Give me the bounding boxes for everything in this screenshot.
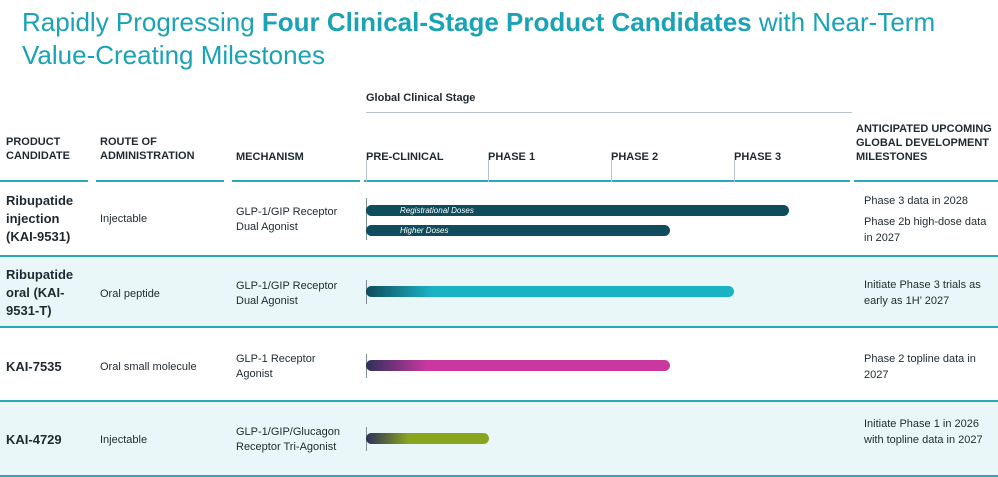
route-text: Injectable [100,213,148,225]
header-route: ROUTE OF ADMINISTRATION [100,136,195,162]
candidate-name: Ribupatide oral (KAI-9531-T) [6,267,74,318]
row-divider [0,400,998,402]
phase-tick [488,160,489,182]
header-preclinical: PRE-CLINICAL [366,151,444,163]
route-text: Injectable [100,434,148,446]
phase-tick [366,160,367,182]
row-divider [0,475,998,477]
milestone-text: Initiate Phase 1 in 2026 with topline da… [864,418,983,446]
route-text: Oral peptide [100,288,160,300]
candidate-name: KAI-4729 [6,432,62,447]
header-rule [96,180,224,182]
row-divider [0,255,998,257]
header-phase3: PHASE 3 [734,151,782,163]
progress-bar-registrational [366,205,789,216]
candidate-name: Ribupatide injection (KAI-9531) [6,193,74,244]
milestone-text: Initiate Phase 3 trials as early as 1H’ … [864,279,981,307]
header-rule [364,180,850,182]
stage-divider [366,112,852,113]
milestone-text: Phase 2b high-dose data in 2027 [864,216,987,244]
header-rule [0,180,88,182]
route-text: Oral small molecule [100,361,197,373]
progress-bar-kai-9531-t [366,286,734,297]
mechanism-text: GLP-1/GIP/Glucagon Receptor Tri-Agonist [236,426,340,453]
progress-bar-kai-4729 [366,433,489,444]
header-phase2: PHASE 2 [611,151,659,163]
mechanism-text: GLP-1 Receptor Agonist [236,353,316,380]
mechanism-text: GLP-1/GIP Receptor Dual Agonist [236,206,338,233]
row-divider [0,326,998,328]
phase-tick [611,160,612,182]
header-milestones: ANTICIPATED UPCOMING GLOBAL DEVELOPMENT … [856,123,992,163]
phase-tick [734,160,735,182]
header-mechanism: MECHANISM [236,151,304,163]
milestone-text: Phase 2 topline data in 2027 [864,353,976,381]
header-product-candidate: PRODUCT CANDIDATE [6,136,70,162]
bar-start-tick [366,198,367,240]
page-title: Rapidly Progressing Four Clinical-Stage … [22,7,936,70]
global-clinical-stage-label: Global Clinical Stage [366,92,476,104]
header-phase1: PHASE 1 [488,151,536,163]
progress-bar-higher-doses [366,225,670,236]
bar-label: Registrational Doses [400,206,474,215]
progress-bar-kai-7535 [366,360,670,371]
row-background [0,401,998,475]
milestone-text: Phase 3 data in 2028 [864,195,968,207]
candidate-name: KAI-7535 [6,359,62,374]
header-rule [854,180,998,182]
bar-label: Higher Doses [400,226,449,235]
header-rule [232,180,360,182]
mechanism-text: GLP-1/GIP Receptor Dual Agonist [236,280,338,307]
